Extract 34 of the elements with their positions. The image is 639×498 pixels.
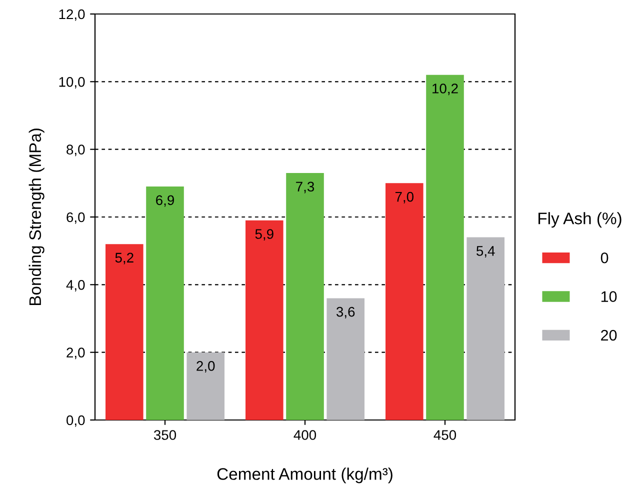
data-label: 5,4: [476, 246, 495, 258]
y-tick-label: 6,0: [66, 212, 85, 224]
bar: [106, 244, 144, 420]
bar: [326, 298, 364, 420]
x-tick-label: 400: [294, 430, 316, 440]
bar: [186, 352, 224, 420]
bar: [426, 74, 464, 420]
legend-label: 20: [601, 330, 617, 341]
y-tick-label: 10,0: [59, 77, 85, 88]
y-tick-label: 4,0: [66, 280, 85, 292]
data-label: 3,6: [336, 306, 355, 318]
x-tick-label: 350: [154, 430, 176, 440]
x-tick-label: 450: [434, 430, 456, 440]
legend-title: Fly Ash (%): [538, 212, 622, 228]
data-label: 5,2: [115, 252, 134, 264]
y-tick-label: 12,0: [59, 9, 85, 21]
bar: [286, 173, 324, 420]
data-label: 7,0: [395, 192, 414, 204]
legend-label: 0: [600, 252, 608, 264]
y-tick-label: 8,0: [66, 144, 85, 156]
y-tick-label: 0,0: [66, 415, 85, 427]
legend-label: 10: [601, 291, 617, 302]
data-label: 7,3: [296, 182, 314, 194]
x-axis-title: Cement Amount (kg/m³): [217, 468, 392, 484]
bar: [386, 183, 424, 420]
data-label: 5,9: [255, 229, 274, 241]
bar: [466, 237, 504, 420]
data-label: 6,9: [156, 195, 174, 207]
bar: [246, 220, 284, 420]
y-tick-label: 2,0: [66, 348, 85, 360]
data-label: 2,0: [196, 361, 215, 373]
data-label: 10,2: [432, 84, 458, 96]
bar: [146, 186, 184, 420]
y-axis-title: Bonding Strength (MPa): [28, 128, 44, 306]
